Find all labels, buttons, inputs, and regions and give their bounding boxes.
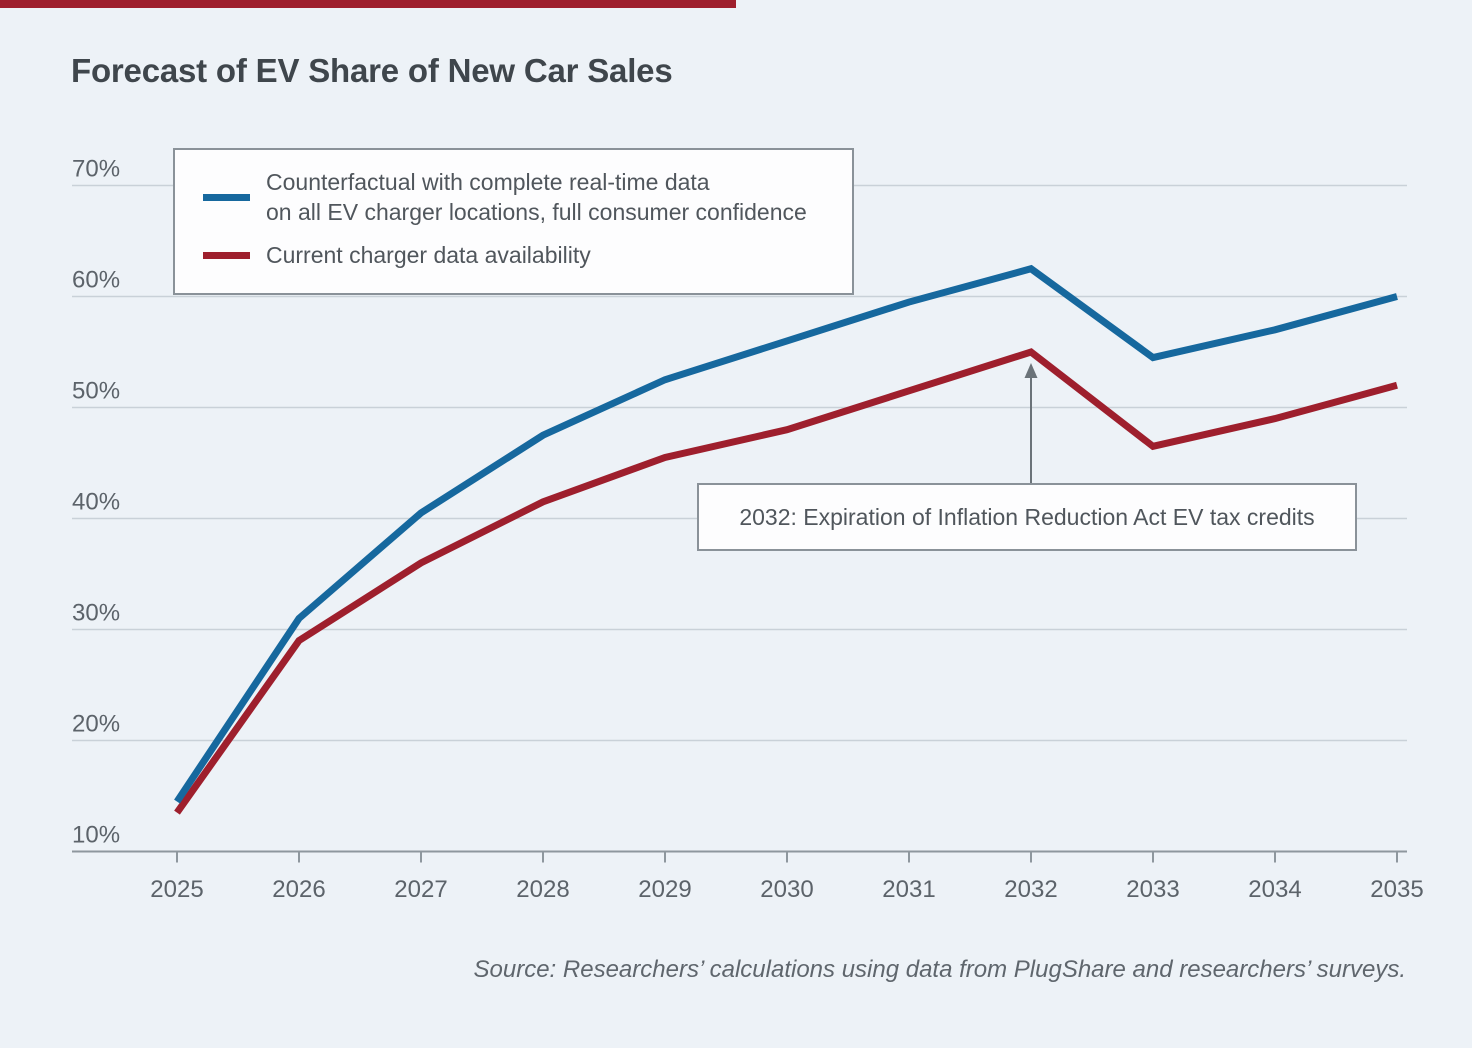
- legend-swatch-counterfactual: [203, 193, 250, 201]
- annotation-box: 2032: Expiration of Inflation Reduction …: [697, 483, 1357, 551]
- legend-label-line: Counterfactual with complete real-time d…: [266, 169, 710, 195]
- legend-item-counterfactual: Counterfactual with complete real-time d…: [203, 167, 842, 227]
- series-line: [174, 264, 1398, 804]
- legend-item-label: Current charger data availability: [266, 240, 591, 270]
- legend-swatch-current: [203, 251, 250, 259]
- legend-item-current: Current charger data availability: [203, 240, 842, 270]
- y-tick-label: 30%: [72, 600, 120, 627]
- y-tick-label: 50%: [72, 378, 120, 405]
- y-tick-label: 40%: [72, 489, 120, 516]
- legend-item-label: Counterfactual with complete real-time d…: [266, 167, 807, 227]
- x-tick-label: 2029: [638, 876, 691, 903]
- y-tick-label: 60%: [72, 267, 120, 294]
- x-tick-label: 2030: [760, 876, 813, 903]
- series-line: [174, 348, 1398, 815]
- legend-label-line: Current charger data availability: [266, 242, 591, 268]
- legend: Counterfactual with complete real-time d…: [173, 148, 854, 295]
- source-note: Source: Researchers’ calculations using …: [473, 956, 1406, 983]
- legend-label-line: on all EV charger locations, full consum…: [266, 199, 807, 225]
- x-tick-label: 2027: [394, 876, 447, 903]
- y-tick-label: 70%: [72, 156, 120, 183]
- x-tick-label: 2026: [272, 876, 325, 903]
- page-title: Forecast of EV Share of New Car Sales: [71, 52, 673, 89]
- y-tick-label: 10%: [72, 822, 120, 849]
- x-tick-label: 2034: [1248, 876, 1301, 903]
- y-tick-label: 20%: [72, 711, 120, 738]
- x-tick-label: 2031: [882, 876, 935, 903]
- annotation-text: 2032: Expiration of Inflation Reduction …: [739, 503, 1315, 530]
- x-tick-label: 2025: [150, 876, 203, 903]
- x-tick-label: 2035: [1370, 876, 1423, 903]
- annotation-arrow-head: [1024, 363, 1038, 378]
- x-tick-label: 2032: [1004, 876, 1057, 903]
- x-tick-label: 2028: [516, 876, 569, 903]
- x-tick-label: 2033: [1126, 876, 1179, 903]
- top-accent-bar: [0, 0, 736, 8]
